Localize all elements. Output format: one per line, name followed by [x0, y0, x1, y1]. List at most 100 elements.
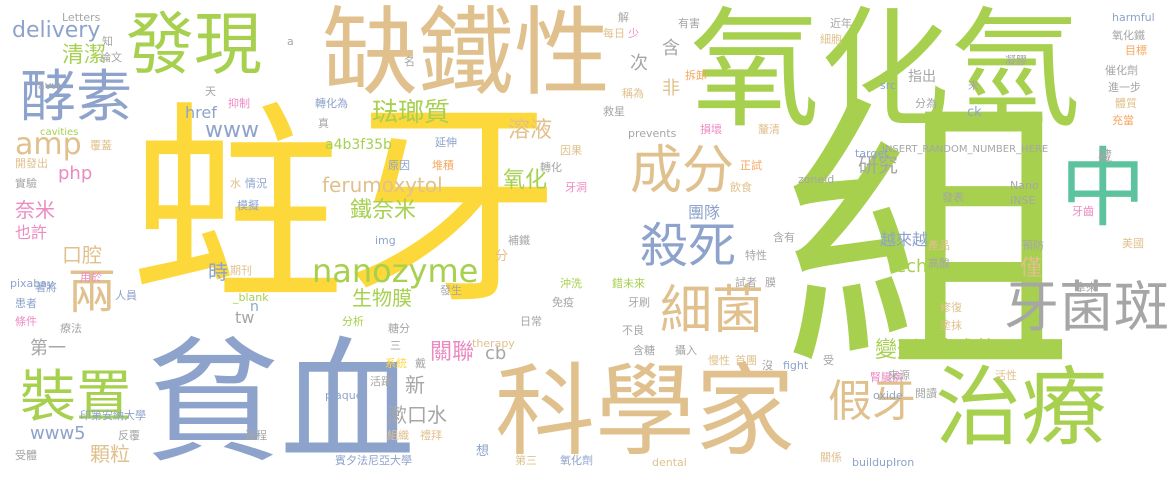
- word: 想: [476, 444, 490, 459]
- word: nanozyme: [312, 252, 479, 290]
- word: 研究: [858, 153, 898, 177]
- word: src: [880, 79, 897, 92]
- word: 生物膜: [352, 286, 412, 310]
- word: oxide: [873, 389, 903, 402]
- word: 損壞: [700, 123, 722, 136]
- word: 鏈球菌: [930, 338, 997, 363]
- word: 牙刷: [628, 296, 650, 309]
- word: 科學家: [495, 353, 795, 470]
- word: pixabay: [10, 277, 54, 290]
- word: 轉化為: [315, 97, 348, 110]
- word: 僅: [1020, 256, 1043, 281]
- word: 攝入: [675, 344, 697, 357]
- word: 名: [404, 55, 415, 68]
- word: 奈米: [15, 198, 55, 222]
- word: 組: [782, 71, 1074, 411]
- word: php: [58, 163, 93, 184]
- word: 蛀牙: [130, 82, 560, 333]
- word: 漱口水: [387, 403, 447, 427]
- word: ferumoxytol: [322, 173, 443, 197]
- word: 正試: [740, 159, 762, 172]
- word: 產品: [928, 239, 950, 252]
- word: 糖分: [388, 322, 410, 335]
- word: a4b3f35b: [325, 137, 392, 153]
- word: a: [287, 35, 294, 48]
- word: 知: [102, 35, 113, 48]
- word: 期刊: [230, 264, 252, 277]
- word: 也許: [15, 223, 48, 242]
- word: 拿來: [1075, 281, 1097, 294]
- word: 療法: [60, 322, 82, 335]
- word: 貧血: [145, 324, 415, 481]
- word: technews: [888, 256, 975, 277]
- word: 新: [405, 373, 425, 397]
- word: 治療: [935, 358, 1107, 458]
- word: 慢性: [708, 354, 730, 367]
- word: 顆粒: [90, 442, 130, 466]
- word: 含有: [773, 231, 795, 244]
- word: 水: [230, 177, 241, 190]
- word: 裝置: [20, 365, 132, 430]
- word: prevents: [628, 127, 677, 140]
- word: INSE: [1010, 194, 1036, 207]
- word: 美國: [1122, 237, 1144, 250]
- word: 非: [662, 78, 680, 99]
- word: 解: [618, 11, 629, 24]
- word: 覆蓋: [90, 139, 112, 152]
- word: 兩: [68, 264, 117, 320]
- word: 論文: [100, 51, 122, 64]
- word: 氧化鐵: [1112, 29, 1145, 42]
- word: 越來越: [880, 230, 929, 249]
- word: 活躍: [370, 375, 392, 388]
- word: 情況: [245, 177, 267, 190]
- word: 膜: [765, 276, 776, 289]
- word: cavities: [40, 127, 79, 138]
- word: _blank: [233, 291, 269, 304]
- word: 團隊: [688, 203, 721, 222]
- word: 閱讀: [915, 387, 937, 400]
- word: 轉化: [540, 161, 562, 174]
- word: 賓夕法尼亞大學: [335, 454, 412, 467]
- word: 指出: [908, 69, 936, 85]
- word: 溶液: [508, 118, 553, 143]
- word: 關係: [820, 451, 842, 464]
- word: 成分: [630, 141, 735, 201]
- word: 有害: [678, 17, 700, 30]
- word: 沒: [762, 359, 773, 372]
- word: 充當: [1112, 114, 1134, 127]
- word: Letters: [62, 11, 101, 24]
- word: 分: [495, 249, 509, 264]
- word: 氧化氫: [690, 0, 1081, 146]
- word: 琺瑯質: [372, 98, 451, 128]
- word: 清潔: [62, 43, 107, 68]
- word: 首團: [735, 354, 757, 367]
- word: 預防: [1022, 239, 1044, 252]
- word: n: [250, 299, 259, 315]
- word: 拆卸: [685, 69, 707, 82]
- word: 次: [630, 53, 648, 74]
- word: 含糖: [633, 344, 655, 357]
- word: 氧化: [503, 168, 548, 193]
- word: 用於: [80, 271, 102, 284]
- word: 牙菌斑: [1004, 275, 1170, 339]
- word: 牙齒: [1072, 205, 1094, 218]
- word: 藏: [1098, 149, 1112, 165]
- word: 殺死: [640, 218, 737, 274]
- word: 日常: [520, 315, 542, 328]
- word: therapy: [472, 337, 515, 350]
- word: 抑制: [228, 97, 250, 110]
- word: 塗抹: [940, 319, 962, 332]
- word: 體質: [1115, 97, 1137, 110]
- word: 進一步: [1108, 81, 1141, 94]
- word: 稱為: [622, 87, 644, 100]
- word: 時: [208, 260, 228, 284]
- word: 天: [205, 85, 216, 98]
- word: 第三: [515, 454, 537, 467]
- word: 不良: [622, 324, 644, 337]
- word: 分為: [915, 97, 937, 110]
- word: 催化劑: [1105, 64, 1138, 77]
- word: dental: [652, 456, 687, 469]
- word: 受體: [15, 449, 37, 462]
- word: 目標: [1125, 44, 1147, 57]
